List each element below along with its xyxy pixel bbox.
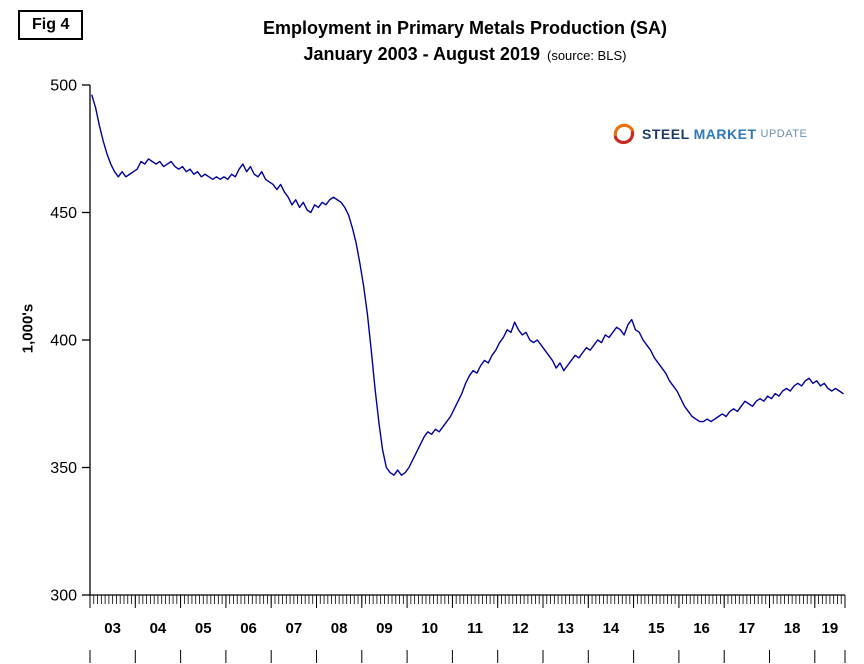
x-tick-label: 19 [822,620,839,637]
smu-logo-icon [613,123,635,145]
x-tick-label: 16 [693,620,710,637]
x-tick-label: 05 [195,620,212,637]
chart-subtitle-row: January 2003 - August 2019 (source: BLS) [60,44,864,65]
y-tick-label: 500 [50,78,77,95]
figure-label: Fig 4 [18,10,84,40]
smu-logo: STEEL MARKET UPDATE [612,122,807,146]
chart-source: (source: BLS) [546,48,627,63]
x-tick-label: 10 [421,620,438,637]
x-tick-label: 08 [331,620,348,637]
logo-text-steel: STEEL [642,126,690,142]
y-tick-label: 450 [50,205,77,222]
x-tick-label: 14 [603,620,620,637]
x-tick-label: 18 [784,620,801,637]
chart-title-block: Employment in Primary Metals Production … [60,18,864,65]
y-tick-label: 350 [50,460,77,477]
x-tick-label: 15 [648,620,665,637]
x-tick-label: 13 [557,620,574,637]
y-tick-label: 300 [50,588,77,605]
logo-text-update: UPDATE [760,128,808,140]
x-tick-label: 06 [240,620,257,637]
chart-title: Employment in Primary Metals Production … [262,18,668,38]
x-tick-label: 03 [104,620,121,637]
x-tick-label: 12 [512,620,529,637]
x-tick-label: 11 [467,620,483,637]
logo-text-market: MARKET [693,126,757,142]
chart-subtitle: January 2003 - August 2019 [303,44,540,64]
x-tick-label: 04 [150,620,167,637]
x-tick-label: 17 [739,620,756,637]
y-tick-label: 400 [50,333,77,350]
x-tick-label: 09 [376,620,393,637]
x-tick-label: 07 [286,620,303,637]
employment-line [91,94,844,476]
